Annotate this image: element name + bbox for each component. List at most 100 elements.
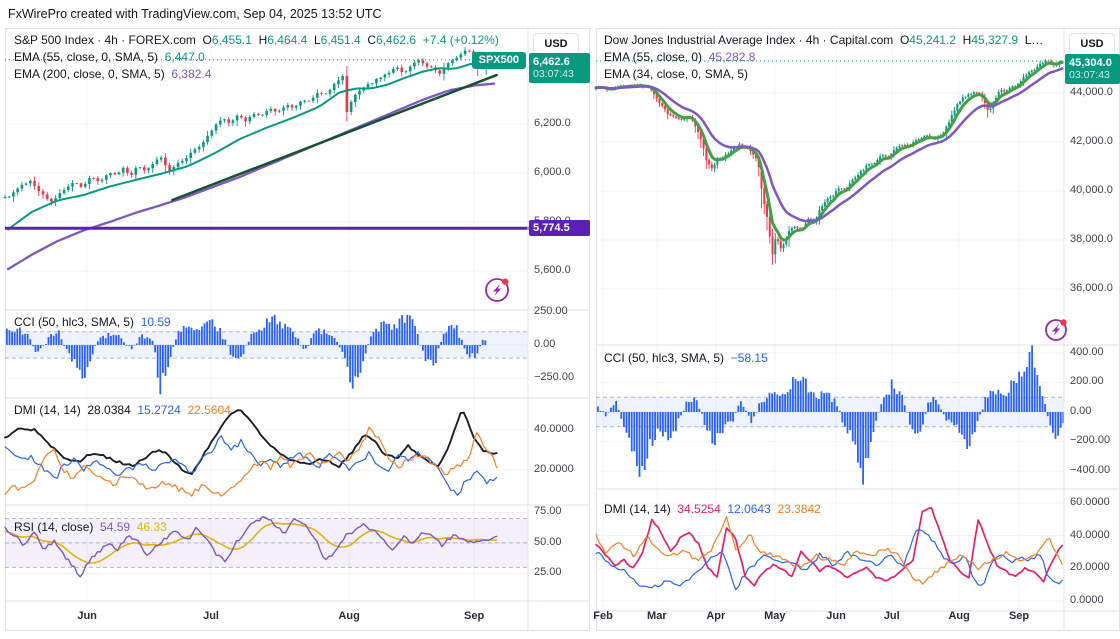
ema-line-ema55 bbox=[7, 61, 482, 231]
price-tick-label: 6,200.0 bbox=[534, 117, 571, 130]
chart-card bbox=[596, 28, 1120, 631]
price-tick-label: −250.00 bbox=[534, 370, 575, 383]
legend-row: EMA (55, close, 0) 45,282.8 bbox=[604, 50, 755, 64]
legend-row: DMI (14, 14) 28.0384 15.2724 22.5604 bbox=[14, 403, 231, 417]
time-tick-label: Jun bbox=[826, 610, 846, 622]
price-tick-label: 60.0000 bbox=[1070, 495, 1110, 508]
time-tick-label: Jul bbox=[883, 610, 900, 622]
legend-segment: CCI (50, hlc3, SMA, 5) bbox=[604, 351, 731, 365]
legend-row: RSI (14, close) 54.59 46.33 bbox=[14, 520, 167, 534]
legend-segment: 6,451.4 bbox=[320, 33, 361, 47]
legend-segment: 6,382.4 bbox=[171, 67, 212, 81]
price-tick-label: 20.0000 bbox=[534, 463, 574, 475]
price-tick-label: 25.00 bbox=[534, 566, 562, 579]
legend-segment: EMA (55, close, 0) bbox=[604, 50, 709, 64]
price-tick-label: 75.00 bbox=[534, 505, 562, 518]
price-tick-label: 20.0000 bbox=[1070, 561, 1110, 574]
dmi-line-plus_di bbox=[595, 528, 1063, 591]
price-tick-label: −200.00 bbox=[1070, 434, 1111, 447]
legend-segment: 6,447.0 bbox=[164, 50, 205, 64]
legend-segment: 6,462.6 bbox=[376, 33, 417, 47]
legend-segment: 54.59 bbox=[100, 520, 137, 534]
dmi-line-minus_di bbox=[4, 426, 498, 497]
currency-button[interactable]: USD bbox=[533, 33, 579, 55]
price-tick-label: 5,600.0 bbox=[534, 264, 571, 277]
legend-segment: 10.59 bbox=[140, 315, 171, 329]
level-badge: 5,774.5 bbox=[529, 220, 590, 237]
time-tick-label: Mar bbox=[647, 610, 667, 622]
legend-segment: 28.0384 bbox=[87, 403, 138, 417]
legend-segment: 22.5604 bbox=[187, 403, 231, 417]
legend-row: Dow Jones Industrial Average Index · 4h … bbox=[604, 33, 1043, 47]
time-tick-label: Apr bbox=[706, 610, 726, 622]
legend-segment: O bbox=[202, 33, 212, 47]
price-tick-label: 0.00 bbox=[534, 337, 556, 350]
legend-segment: Dow Jones Industrial Average Index · 4h … bbox=[604, 33, 900, 47]
price-tick-label: 6,000.0 bbox=[534, 166, 571, 179]
legend-row: EMA (55, close, 0, SMA, 5) 6,447.0 bbox=[14, 50, 205, 64]
time-tick-label: Aug bbox=[338, 610, 360, 622]
price-badge: 45,304.0 03:07:43 bbox=[1065, 54, 1120, 85]
legend-segment: C bbox=[360, 33, 377, 47]
legend-row: CCI (50, hlc3, SMA, 5) 10.59 bbox=[14, 315, 171, 329]
legend-segment: DMI (14, 14) bbox=[14, 403, 88, 417]
legend-row: CCI (50, hlc3, SMA, 5) −58.15 bbox=[604, 351, 768, 365]
price-tick-label: 42,000.0 bbox=[1070, 135, 1113, 148]
legend-segment: +7.4 (+0.12%) bbox=[416, 33, 499, 47]
price-tick-label: 40,000.0 bbox=[1070, 184, 1113, 197]
legend-segment: 34.5254 bbox=[677, 502, 728, 516]
time-tick-label: Sep bbox=[464, 610, 485, 622]
price-tick-label: 50.00 bbox=[534, 535, 562, 548]
cci-histogram bbox=[597, 345, 1065, 485]
legend-segment: 45,327.9 bbox=[971, 33, 1019, 47]
lightning-icon[interactable] bbox=[1045, 319, 1067, 341]
ema-line-fast bbox=[594, 60, 1064, 242]
price-tick-label: 250.00 bbox=[534, 304, 568, 317]
legend-segment: 12.0643 bbox=[727, 502, 778, 516]
legend-segment: EMA (55, close, 0, SMA, 5) bbox=[14, 50, 165, 64]
price-tick-label: 0.00 bbox=[1070, 404, 1092, 417]
price-tick-label: −400.00 bbox=[1070, 464, 1111, 476]
legend-segment: RSI (14, close) bbox=[14, 520, 101, 534]
legend-segment: 45,282.8 bbox=[708, 50, 756, 64]
price-tick-label: 44,000.0 bbox=[1070, 85, 1113, 98]
legend-segment: 45,241.2 bbox=[909, 33, 956, 47]
time-tick-label: Feb bbox=[593, 610, 613, 622]
time-axis[interactable] bbox=[5, 601, 590, 631]
legend-segment: O bbox=[899, 33, 910, 47]
legend-row: S&P 500 Index · 4h · FOREX.com O6,455.1 … bbox=[14, 33, 499, 47]
ema-line-slow bbox=[594, 67, 1064, 223]
time-axis[interactable] bbox=[596, 611, 1120, 631]
price-tick-label: 38,000.0 bbox=[1070, 233, 1113, 246]
legend-segment: 15.2724 bbox=[137, 403, 188, 417]
price-tick-label: 36,000.0 bbox=[1070, 282, 1113, 295]
legend-segment: H bbox=[956, 33, 972, 47]
legend-segment: 6,455.1 bbox=[211, 33, 252, 47]
time-tick-label: Jun bbox=[77, 610, 97, 622]
price-tick-label: 40.0000 bbox=[1070, 528, 1110, 541]
legend-row: DMI (14, 14) 34.5254 12.0643 23.3842 bbox=[604, 502, 821, 516]
time-tick-label: May bbox=[764, 610, 786, 622]
lightning-icon[interactable] bbox=[485, 278, 509, 302]
legend-segment: CCI (50, hlc3, SMA, 5) bbox=[14, 315, 141, 329]
legend-row: EMA (34, close, 0, SMA, 5) bbox=[604, 67, 748, 81]
price-tick-label: 40.0000 bbox=[534, 423, 574, 435]
legend-segment: 6,464.4 bbox=[267, 33, 308, 47]
legend-segment: EMA (200, close, 0, SMA, 5) bbox=[14, 67, 172, 81]
dmi-line-adx bbox=[4, 409, 498, 475]
legend-segment: EMA (34, close, 0, SMA, 5) bbox=[604, 67, 749, 81]
legend-row: EMA (200, close, 0, SMA, 5) 6,382.4 bbox=[14, 67, 211, 81]
price-axis[interactable] bbox=[1064, 28, 1120, 631]
legend-segment: −58.15 bbox=[730, 351, 768, 365]
price-axis[interactable] bbox=[528, 28, 590, 631]
price-tick-label: 400.00 bbox=[1070, 345, 1104, 358]
cci-histogram bbox=[6, 314, 487, 395]
trend-line bbox=[171, 73, 498, 202]
chart-card bbox=[5, 28, 590, 631]
legend-segment: 46.33 bbox=[136, 520, 167, 534]
legend-segment: H bbox=[251, 33, 268, 47]
candles-sp500 bbox=[3, 47, 488, 207]
